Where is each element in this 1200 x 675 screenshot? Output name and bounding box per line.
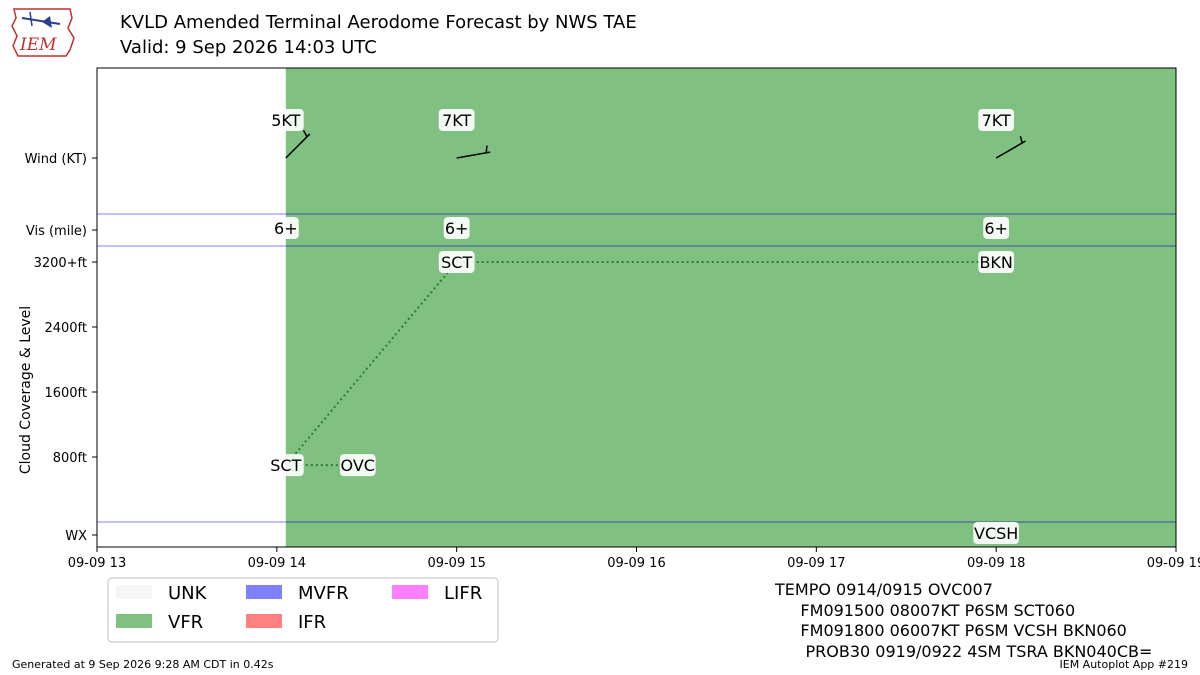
label-text: 6+ xyxy=(984,219,1008,238)
label-background xyxy=(438,109,475,131)
x-tick-label: 09-09 14 xyxy=(248,556,306,571)
x-tick-label: 09-09 16 xyxy=(607,556,665,571)
label-background xyxy=(438,251,475,273)
label-background xyxy=(978,251,1015,273)
label-text: BKN xyxy=(979,253,1012,272)
y-cloud-tick-label: 800ft xyxy=(53,451,87,466)
iem-logo: IEM xyxy=(11,8,75,57)
visibility-label: 6+ xyxy=(272,217,299,239)
label-background xyxy=(983,217,1010,239)
legend-label: IFR xyxy=(298,612,326,633)
chart-title: KVLD Amended Terminal Aerodome Forecast … xyxy=(120,12,637,33)
wind-barb xyxy=(456,145,491,159)
legend-label: MVFR xyxy=(298,583,349,604)
label-text: 7KT xyxy=(442,111,471,130)
wind-speed-label: 7KT xyxy=(978,109,1015,131)
y-row-label: Wind (KT) xyxy=(25,152,87,167)
y-row-label: WX xyxy=(65,529,87,544)
label-text: OVC xyxy=(341,456,375,475)
wind-barb-staff xyxy=(285,133,311,159)
wind-barb-flag xyxy=(1019,135,1023,144)
legend-swatch xyxy=(392,585,428,599)
app-note: IEM Autoplot App #219 xyxy=(1059,658,1189,671)
x-tick-label: 09-09 13 xyxy=(68,556,126,571)
legend-swatch xyxy=(116,614,152,628)
wind-barb-flag xyxy=(485,145,488,153)
taf-text-block: TEMPO 0914/0915 OVC007 FM091500 08007KT … xyxy=(775,580,1152,662)
weather-label: VCSH xyxy=(973,522,1020,544)
wind-speed-label: 7KT xyxy=(438,109,475,131)
wind-barb xyxy=(995,135,1026,159)
taf-line: TEMPO 0914/0915 OVC007 xyxy=(775,580,993,599)
visibility-label: 6+ xyxy=(443,217,470,239)
label-text: 5KT xyxy=(271,111,300,130)
label-text: 7KT xyxy=(982,111,1011,130)
legend-swatch xyxy=(246,614,282,628)
flight-category-band xyxy=(285,68,1176,547)
label-background xyxy=(978,109,1015,131)
cloud-label: SCT xyxy=(267,454,304,477)
cloud-line xyxy=(285,261,458,466)
generated-note: Generated at 9 Sep 2026 9:28 AM CDT in 0… xyxy=(12,658,274,671)
legend-label: LIFR xyxy=(444,583,482,604)
y-row-label: Vis (mile) xyxy=(26,224,87,239)
x-tick-label: 09-09 15 xyxy=(427,556,485,571)
legend-item: UNK xyxy=(116,583,208,604)
label-background xyxy=(339,454,376,477)
cloud-label: BKN xyxy=(978,251,1015,273)
x-tick-label: 09-09 18 xyxy=(967,556,1025,571)
legend-label: UNK xyxy=(168,583,208,604)
visibility-label: 6+ xyxy=(983,217,1010,239)
label-text: SCT xyxy=(270,456,301,475)
label-text: SCT xyxy=(441,253,472,272)
legend-swatch xyxy=(116,585,152,599)
wind-barb xyxy=(285,130,311,159)
chart-subtitle: Valid: 9 Sep 2026 14:03 UTC xyxy=(120,37,377,58)
legend-item: MVFR xyxy=(246,583,349,604)
label-background xyxy=(443,217,470,239)
svg-text:IEM: IEM xyxy=(19,35,57,55)
y-axis-label: Cloud Coverage & Level xyxy=(18,306,34,474)
label-background xyxy=(272,217,299,239)
wind-barb-staff xyxy=(995,140,1026,159)
legend-item: VFR xyxy=(116,612,203,633)
taf-line: FM091500 08007KT P6SM SCT060 xyxy=(775,600,1076,620)
wind-barb-flag xyxy=(302,130,308,138)
legend: UNK VFR MVFR IFR LIFR xyxy=(107,577,499,643)
label-background xyxy=(267,454,304,477)
taf-line: PROB30 0919/0922 4SM TSRA BKN040CB= xyxy=(775,641,1153,661)
legend-item: IFR xyxy=(246,612,326,633)
wind-speed-label: 5KT xyxy=(267,109,304,131)
label-text: VCSH xyxy=(974,524,1018,543)
label-background xyxy=(973,522,1020,544)
taf-line: FM091800 06007KT P6SM VCSH BKN060 xyxy=(775,621,1127,640)
legend-swatch xyxy=(246,585,282,599)
wind-barb-staff xyxy=(456,151,491,159)
cloud-label: OVC xyxy=(339,454,376,477)
cloud-label: SCT xyxy=(438,251,475,273)
label-text: 6+ xyxy=(445,219,469,238)
x-tick-label: 09-09 17 xyxy=(787,556,845,571)
label-text: 6+ xyxy=(274,219,298,238)
y-cloud-tick-label: 2400ft xyxy=(44,321,87,336)
legend-item: LIFR xyxy=(392,583,482,604)
y-cloud-tick-label: 3200+ft xyxy=(34,256,87,271)
y-cloud-tick-label: 1600ft xyxy=(44,386,87,401)
legend-label: VFR xyxy=(168,612,203,633)
label-background xyxy=(267,109,304,131)
x-tick-label: 09-09 19 xyxy=(1147,556,1200,571)
